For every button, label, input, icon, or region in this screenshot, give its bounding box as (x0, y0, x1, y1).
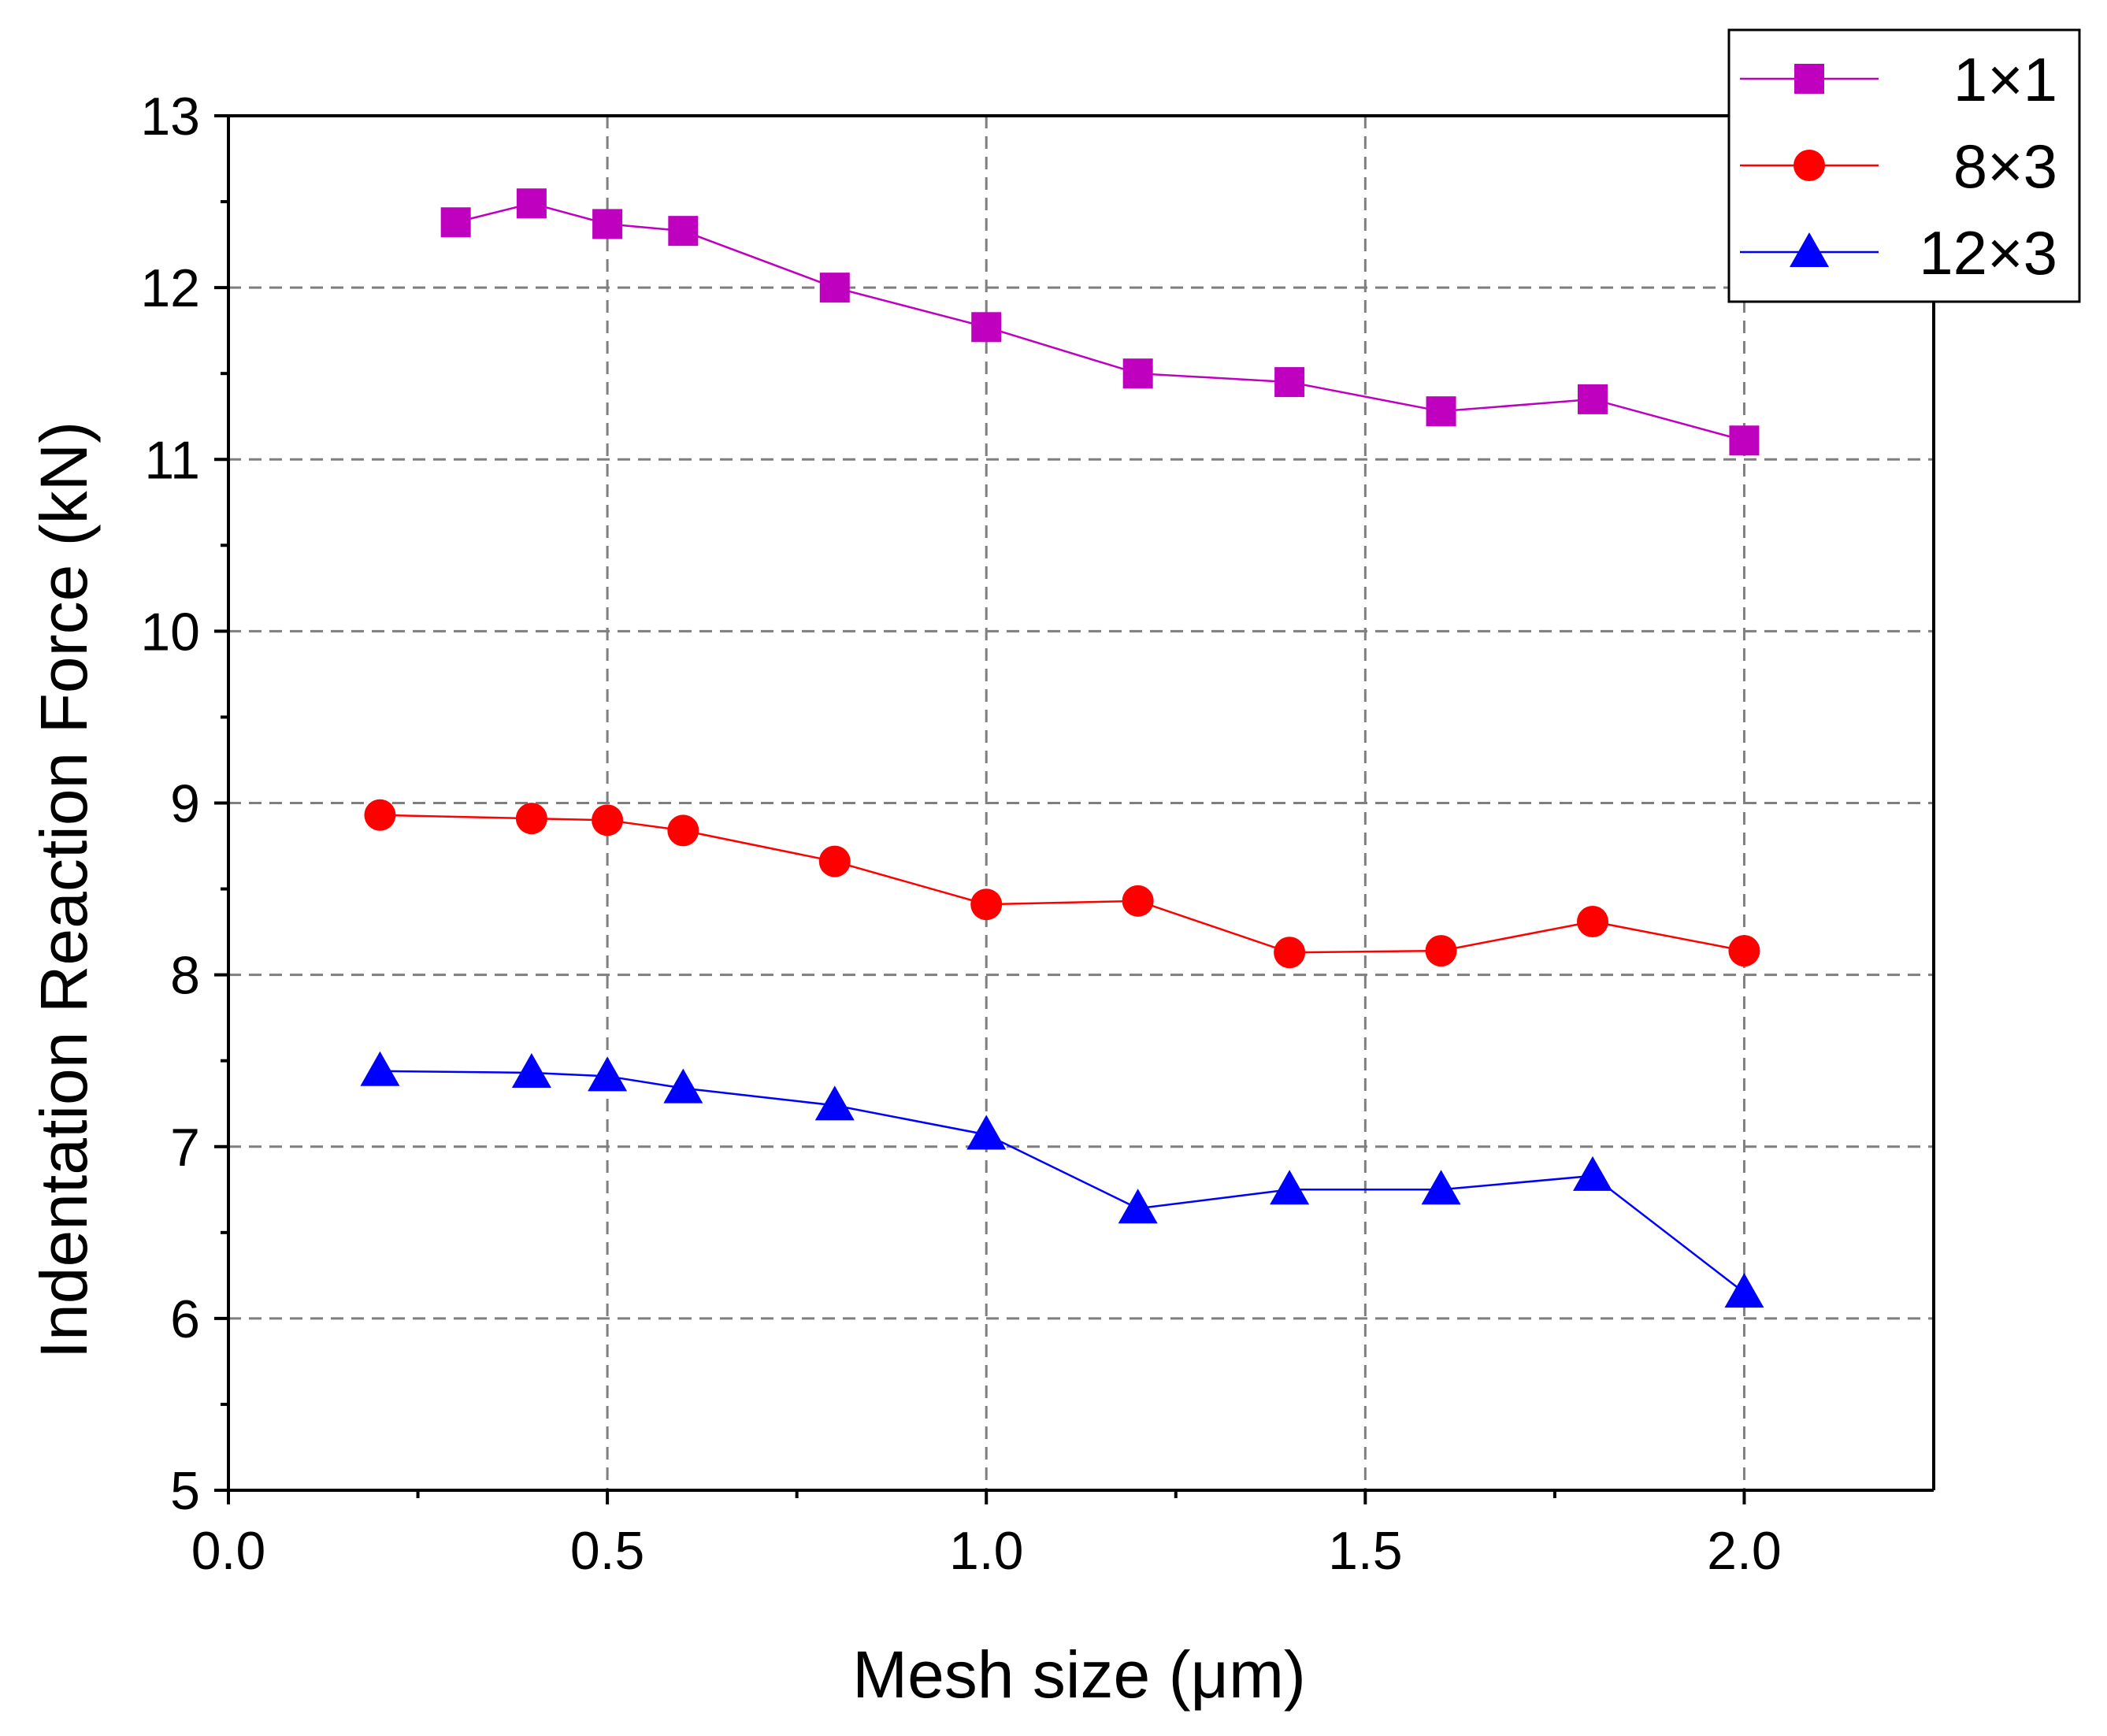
data-point (364, 799, 396, 831)
y-tick-label: 9 (170, 774, 200, 834)
data-point (588, 1056, 628, 1092)
data-point (814, 1085, 855, 1121)
series-2 (364, 799, 1760, 969)
data-point (1577, 906, 1608, 938)
legend-label: 8×3 (1953, 132, 2057, 201)
y-tick-label: 12 (140, 258, 200, 318)
legend: 1×1 8×3 12×3 (1727, 28, 2081, 303)
data-point (1578, 384, 1608, 414)
series-3 (360, 1051, 1764, 1308)
data-point (511, 1052, 551, 1088)
x-tick-label: 2.0 (1707, 1521, 1782, 1581)
x-tick-label: 1.5 (1328, 1521, 1403, 1581)
y-tick-label: 5 (170, 1461, 200, 1521)
data-point (971, 312, 1002, 343)
data-point (440, 207, 471, 238)
legend-marker (1794, 64, 1824, 94)
data-point (516, 188, 547, 219)
y-tick-label: 13 (140, 87, 200, 147)
legend-label: 1×1 (1953, 45, 2057, 114)
y-tick-label: 7 (170, 1118, 200, 1178)
data-point (667, 814, 699, 847)
data-point (592, 209, 623, 239)
y-axis-title: Indentation Reaction Force (kN) (27, 421, 101, 1359)
data-point (1122, 885, 1154, 917)
legend-item: 8×3 (1740, 132, 2057, 201)
data-point (1270, 1170, 1310, 1205)
data-point (1421, 1170, 1461, 1205)
y-tick-label: 11 (144, 430, 200, 490)
data-point (818, 845, 851, 877)
data-point (668, 216, 699, 247)
series-line (380, 1070, 1745, 1294)
y-tick-label: 10 (140, 602, 200, 662)
legend-marker (1790, 232, 1829, 267)
data-point (1122, 358, 1153, 389)
legend-item: 1×1 (1740, 45, 2057, 114)
series-line (455, 202, 1745, 442)
axes-layer: 5 6 7 8 9 10 11 12 13 0.0 0.5 1.0 1.5 2.0 (140, 87, 1935, 1581)
data-point (970, 888, 1003, 921)
legend-item: 12×3 (1740, 218, 2057, 287)
data-point (1426, 396, 1456, 427)
data-point (1573, 1155, 1612, 1191)
x-tick-label: 0.5 (570, 1521, 645, 1581)
data-point (663, 1068, 703, 1104)
y-tick-label: 8 (170, 946, 200, 1006)
data-point (360, 1051, 400, 1086)
data-point (1274, 367, 1305, 398)
series-1 (440, 188, 1760, 456)
data-point (592, 804, 624, 836)
data-point (966, 1115, 1007, 1150)
data-point (819, 273, 850, 303)
data-point (1728, 935, 1760, 967)
y-tick-label: 6 (170, 1289, 200, 1349)
data-point (1724, 1273, 1764, 1308)
data-point (515, 803, 547, 835)
series-layer (360, 188, 1764, 1308)
data-point (1118, 1189, 1158, 1224)
legend-label: 12×3 (1919, 218, 2057, 287)
series-line (380, 814, 1745, 954)
data-point (1729, 425, 1760, 456)
x-axis-title: Mesh size (μm) (852, 1638, 1306, 1712)
legend-marker (1794, 150, 1825, 181)
x-tick-label: 1.0 (949, 1521, 1024, 1581)
data-point (1274, 937, 1306, 969)
data-point (1425, 935, 1457, 967)
x-tick-label: 0.0 (191, 1521, 266, 1581)
grid-layer (228, 116, 1934, 1490)
